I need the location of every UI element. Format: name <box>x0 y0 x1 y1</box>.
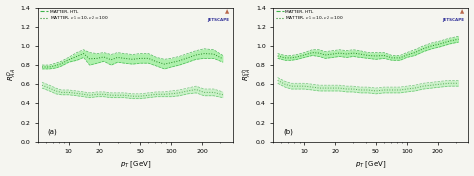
Text: (b): (b) <box>283 128 293 135</box>
X-axis label: $p_T$ [GeV]: $p_T$ [GeV] <box>119 160 151 170</box>
Text: ▲: ▲ <box>225 9 229 14</box>
Y-axis label: $R_{AA}^{D}$: $R_{AA}^{D}$ <box>6 68 19 81</box>
Text: (a): (a) <box>47 128 57 135</box>
X-axis label: $p_T$ [GeV]: $p_T$ [GeV] <box>355 160 387 170</box>
Text: JETSCAPE: JETSCAPE <box>442 18 465 22</box>
Legend: MATTER, HTL, MATTER, $c_1 = 10$, $c_2 = 100$: MATTER, HTL, MATTER, $c_1 = 10$, $c_2 = … <box>39 9 109 23</box>
Y-axis label: $R_{AA}^{ch}$: $R_{AA}^{ch}$ <box>241 68 255 81</box>
Text: ▲: ▲ <box>460 9 465 14</box>
Legend: MATTER, HTL, MATTER, $c_1 = 10$, $c_2 = 100$: MATTER, HTL, MATTER, $c_1 = 10$, $c_2 = … <box>275 9 345 23</box>
Text: JETSCAPE: JETSCAPE <box>207 18 229 22</box>
